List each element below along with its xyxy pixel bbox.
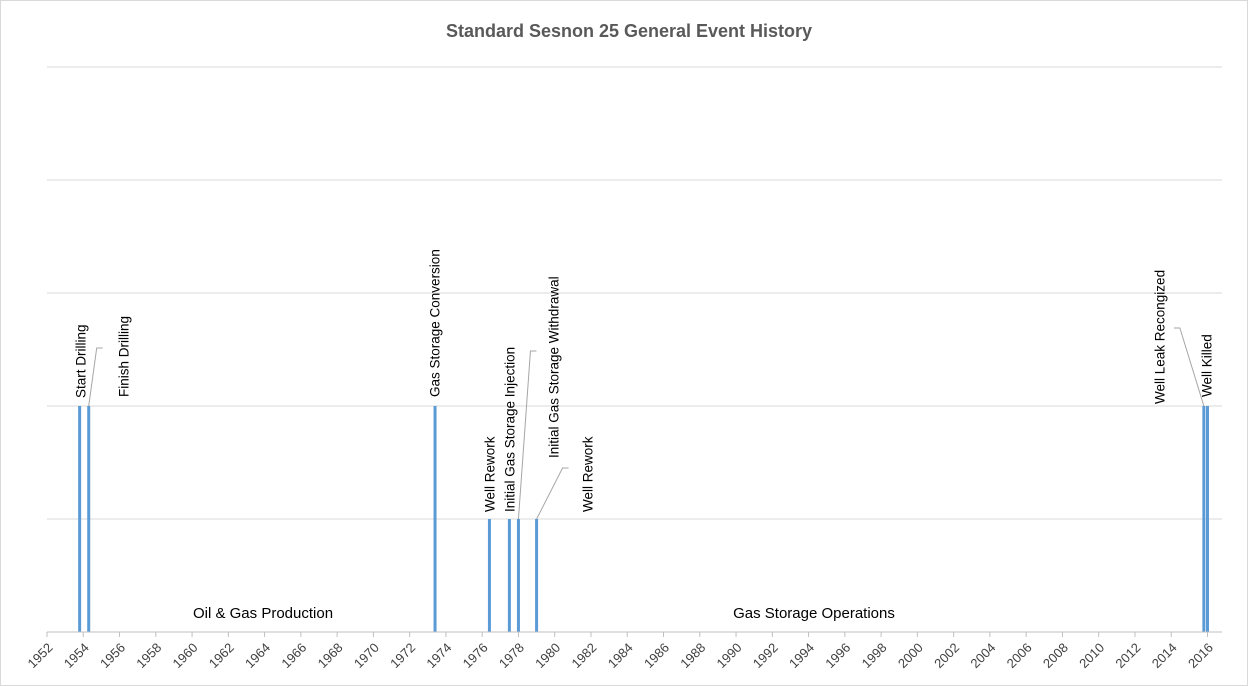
event-label: Well Leak Recongized — [1153, 270, 1168, 404]
event-label: Start Drilling — [74, 324, 89, 398]
annotation: Gas Storage Operations — [733, 605, 895, 622]
event-bar — [87, 406, 91, 632]
event-bar — [487, 519, 491, 632]
event-bar — [535, 519, 539, 632]
event-bar — [1202, 406, 1206, 632]
event-bar — [1205, 406, 1209, 632]
event-label: Initial Gas Storage Withdrawal — [547, 276, 562, 458]
event-label: Finish Drilling — [117, 316, 132, 397]
event-label: Initial Gas Storage Injection — [503, 347, 518, 512]
event-bar — [433, 406, 437, 632]
leader-line — [88, 347, 103, 407]
event-label: Well Killed — [1200, 334, 1215, 397]
event-bar — [78, 406, 82, 632]
leader-line — [517, 350, 537, 520]
leader-line — [536, 467, 569, 520]
chart-title: Standard Sesnon 25 General Event History — [446, 21, 812, 41]
leader-line — [1173, 327, 1205, 407]
annotation: Oil & Gas Production — [193, 605, 333, 622]
event-label: Well Rework — [581, 436, 596, 512]
event-bar — [507, 519, 511, 632]
event-label: Gas Storage Conversion — [428, 249, 443, 397]
event-label: Well Rework — [483, 436, 498, 512]
event-bar — [516, 519, 520, 632]
